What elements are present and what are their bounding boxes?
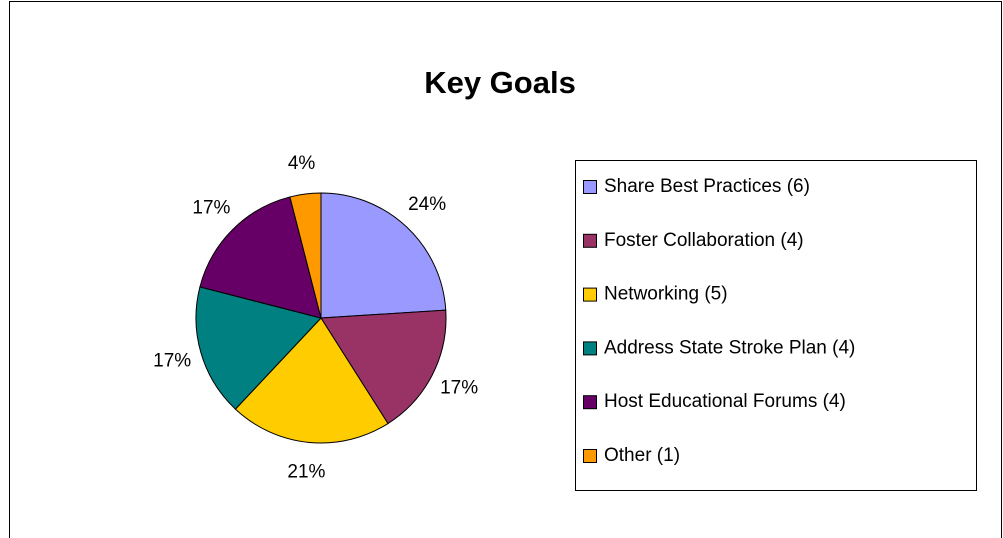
pie-slice: [199, 196, 322, 319]
legend-label: Foster Collaboration (4): [604, 230, 804, 251]
legend-swatch: [583, 233, 597, 248]
legend-label: Share Best Practices (6): [604, 176, 810, 197]
pie-slice: [234, 317, 389, 444]
legend-label: Networking (5): [604, 284, 728, 305]
chart-frame: [9, 1, 1002, 538]
pie-slice: [320, 192, 447, 319]
data-label: 4%: [288, 153, 316, 174]
data-label: 17%: [440, 377, 478, 398]
chart-title: Key Goals: [424, 65, 576, 100]
data-label: 17%: [192, 197, 230, 218]
legend-swatch: [583, 180, 597, 194]
pie-slice: [320, 309, 447, 425]
legend-swatch: [583, 341, 597, 356]
legend-label: Host Educational Forums (4): [604, 391, 846, 412]
legend-label: Address State Stroke Plan (4): [604, 337, 855, 358]
legend-box: [575, 160, 977, 491]
legend-label: Other (1): [604, 445, 680, 466]
data-label: 21%: [287, 461, 325, 482]
legend-swatch: [583, 287, 597, 302]
legend-swatch: [583, 395, 597, 410]
data-label: 24%: [408, 194, 446, 215]
legend-swatch: [583, 449, 597, 463]
pie-slice: [289, 192, 322, 319]
pie-slice: [195, 286, 322, 410]
data-label: 17%: [153, 350, 191, 371]
